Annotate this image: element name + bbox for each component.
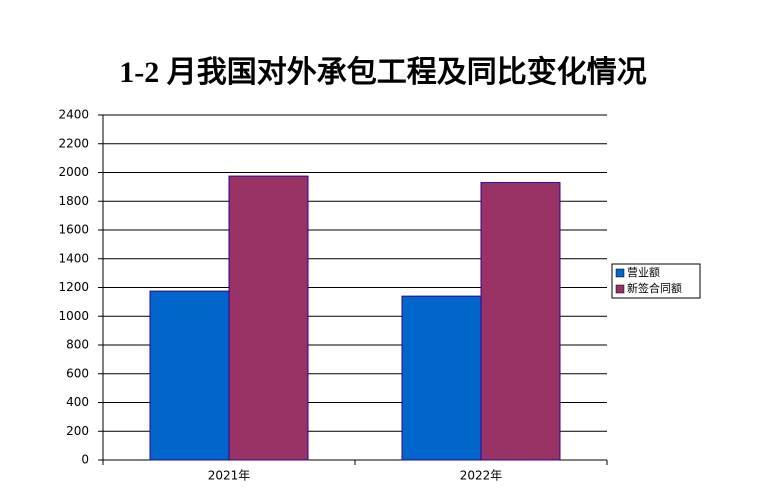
legend-text: 新签合同额 xyxy=(627,281,682,295)
y-tick-label: 1200 xyxy=(58,280,89,294)
y-tick-label: 2000 xyxy=(58,165,89,179)
legend-swatch xyxy=(615,284,625,294)
bar xyxy=(228,175,309,461)
chart-title: 1-2 月我国对外承包工程及同比变化情况 xyxy=(119,55,647,89)
legend-swatch xyxy=(615,268,625,278)
bar xyxy=(401,295,482,461)
y-tick-label: 1600 xyxy=(58,223,89,237)
y-tick-label: 800 xyxy=(66,338,89,352)
y-tick-label: 1800 xyxy=(58,194,89,208)
y-tick-label: 1400 xyxy=(58,251,89,265)
y-tick-label: 400 xyxy=(66,395,89,409)
legend-box xyxy=(611,263,701,299)
x-tick-label: 2021年 xyxy=(208,469,251,483)
bar xyxy=(480,182,561,461)
y-tick-label: 0 xyxy=(81,453,89,467)
x-tick-label: 2022年 xyxy=(460,469,503,483)
y-tick-label: 600 xyxy=(66,366,89,380)
legend-text: 营业额 xyxy=(627,265,660,279)
y-tick-label: 200 xyxy=(66,424,89,438)
y-tick-label: 2200 xyxy=(58,136,89,150)
y-tick-label: 1000 xyxy=(58,309,89,323)
bar xyxy=(149,290,230,461)
y-tick-label: 2400 xyxy=(58,108,89,122)
